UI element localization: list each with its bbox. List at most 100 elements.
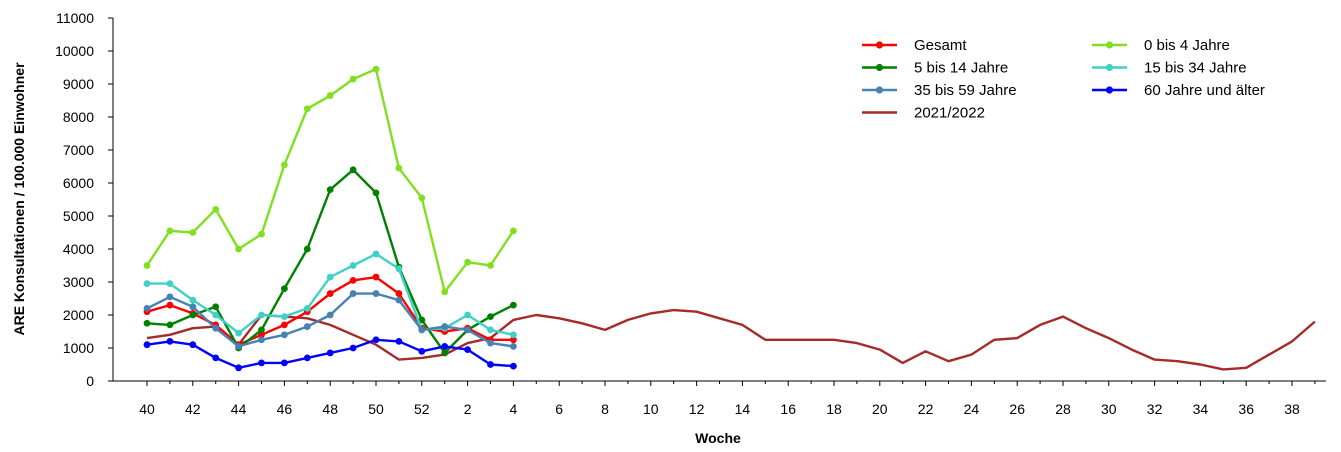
x-tick-label: 36 <box>1238 401 1254 417</box>
x-tick-label: 28 <box>1055 401 1071 417</box>
x-tick-label: 20 <box>872 401 888 417</box>
data-point <box>189 311 197 319</box>
data-point <box>349 276 357 284</box>
data-point <box>212 303 220 311</box>
legend-swatch-marker <box>1105 41 1114 49</box>
x-tick-label: 16 <box>780 401 796 417</box>
x-tick-label: 26 <box>1009 401 1025 417</box>
data-point <box>281 313 288 321</box>
data-point <box>372 290 380 297</box>
data-point <box>281 331 288 339</box>
y-axis-label: ARE Konsultationen / 100.000 Einwohner <box>11 62 27 336</box>
legend-swatch-marker <box>875 41 884 49</box>
data-point <box>281 359 288 367</box>
data-point <box>418 347 426 355</box>
data-point <box>441 342 449 350</box>
data-point <box>235 245 243 253</box>
series-layer <box>143 65 1316 372</box>
data-point <box>487 339 494 347</box>
data-point <box>510 342 517 350</box>
legend-swatch-marker <box>875 63 884 72</box>
data-point <box>510 331 517 339</box>
x-tick-label: 40 <box>139 401 155 417</box>
data-point <box>326 186 334 194</box>
data-point <box>510 227 517 235</box>
y-tick-label: 9000 <box>63 76 94 92</box>
data-point <box>281 285 288 292</box>
data-point <box>372 273 380 281</box>
x-tick-label: 38 <box>1284 401 1300 417</box>
data-point <box>464 258 471 266</box>
data-point <box>166 227 174 235</box>
data-point <box>349 290 357 297</box>
data-point <box>143 341 151 349</box>
data-point <box>441 288 449 296</box>
y-tick-label: 10000 <box>55 43 94 59</box>
x-tick-label: 18 <box>826 401 842 417</box>
legend-swatch-marker <box>1105 86 1114 94</box>
y-tick-label: 7000 <box>63 142 94 158</box>
series-2021-2022 <box>146 308 1316 371</box>
x-tick-label: 22 <box>918 401 934 417</box>
data-point <box>326 349 334 357</box>
data-point <box>258 336 265 344</box>
data-point <box>258 326 265 334</box>
x-tick-label: 52 <box>414 401 430 417</box>
y-tick-label: 6000 <box>63 175 94 191</box>
x-tick-label: 48 <box>322 401 338 417</box>
data-point <box>487 361 494 368</box>
data-point <box>258 311 265 319</box>
x-tick-label: 32 <box>1147 401 1163 417</box>
y-tick-label: 3000 <box>63 274 94 290</box>
x-tick-label: 44 <box>231 401 247 417</box>
legend-item: 0 bis 4 Jahre <box>1092 37 1230 54</box>
data-point <box>258 331 265 339</box>
data-point <box>326 290 334 297</box>
data-point <box>372 189 380 197</box>
data-point <box>189 296 197 304</box>
legend-swatch-marker <box>875 86 884 94</box>
legend-label: Gesamt <box>914 37 967 54</box>
data-point <box>189 303 197 311</box>
x-tick-label: 30 <box>1101 401 1117 417</box>
legend-label: 35 bis 59 Jahre <box>914 82 1017 99</box>
legend-label: 5 bis 14 Jahre <box>914 60 1008 77</box>
data-point <box>143 262 151 269</box>
y-tick-label: 4000 <box>63 241 94 257</box>
x-tick-label: 6 <box>555 401 563 417</box>
data-point <box>487 313 494 321</box>
x-tick-label: 14 <box>735 401 751 417</box>
x-tick-label: 50 <box>368 401 384 417</box>
x-tick-label: 12 <box>689 401 705 417</box>
data-point <box>326 92 334 99</box>
series-line <box>146 308 1316 371</box>
data-point <box>212 206 220 213</box>
x-tick-label: 2 <box>464 401 472 417</box>
y-tick-label: 5000 <box>63 208 94 224</box>
data-point <box>303 323 311 330</box>
series-0-bis-4-jahre <box>143 65 517 296</box>
data-point <box>143 305 151 312</box>
data-point <box>441 349 449 357</box>
data-point <box>258 230 265 238</box>
data-point <box>143 319 151 327</box>
legend-item: 2021/2022 <box>862 105 985 122</box>
data-point <box>510 301 517 309</box>
data-point <box>349 344 357 352</box>
legend-swatch-marker <box>1105 63 1114 72</box>
data-point <box>189 341 197 349</box>
data-point <box>303 105 311 113</box>
data-point <box>418 326 426 334</box>
x-tick-label: 34 <box>1193 401 1209 417</box>
data-point <box>349 166 357 174</box>
y-tick-label: 1000 <box>63 340 94 356</box>
y-axis-ticks: 0 1000 2000 3000 4000 5000 6000 7000 8000 9000 100… <box>55 10 113 389</box>
data-point <box>487 326 494 334</box>
legend-label: 15 bis 34 Jahre <box>1144 60 1247 77</box>
data-point <box>166 301 174 309</box>
data-point <box>441 323 449 330</box>
series-60-jahre-und-lter <box>143 336 517 372</box>
data-point <box>395 296 403 304</box>
data-point <box>395 338 403 345</box>
